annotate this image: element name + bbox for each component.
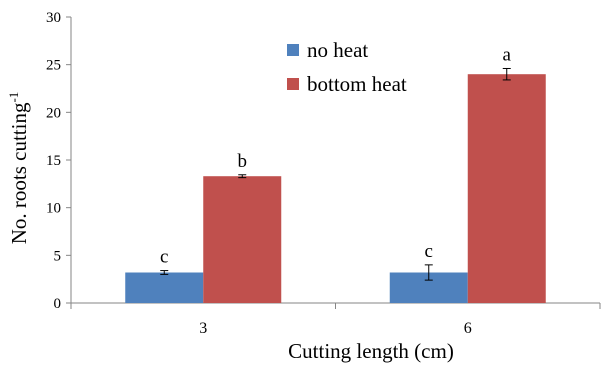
bar [467,74,546,303]
x-tick-label: 6 [464,320,472,337]
y-tick-label: 30 [46,10,61,26]
bar [203,176,282,303]
y-tick-label: 10 [46,201,61,217]
x-tick-label: 3 [199,320,207,337]
bar [125,272,204,303]
bars [125,67,546,303]
y-tick-label: 15 [46,153,61,169]
legend-label: no heat [307,38,368,62]
legend-label: bottom heat [307,72,407,96]
legend: no heat bottom heat [287,38,407,96]
significance-letter: c [425,241,433,262]
y-tick-label: 5 [54,248,62,264]
significance-letter: c [160,247,168,268]
y-tick-label: 0 [54,296,62,312]
y-tick-label: 20 [46,105,61,121]
x-axis-title: Cutting length (cm) [288,339,454,363]
y-axis-title: No. roots cutting-1 [6,92,31,245]
y-axis-title-main: No. roots cutting [7,102,31,244]
labels: c c b a [160,44,512,267]
significance-letter: b [238,151,248,172]
legend-swatch [287,78,299,90]
y-axis-title-superscript: -1 [6,92,21,103]
legend-swatch [287,44,299,56]
significance-letter: a [503,44,512,65]
y-tick-label: 25 [46,58,61,74]
